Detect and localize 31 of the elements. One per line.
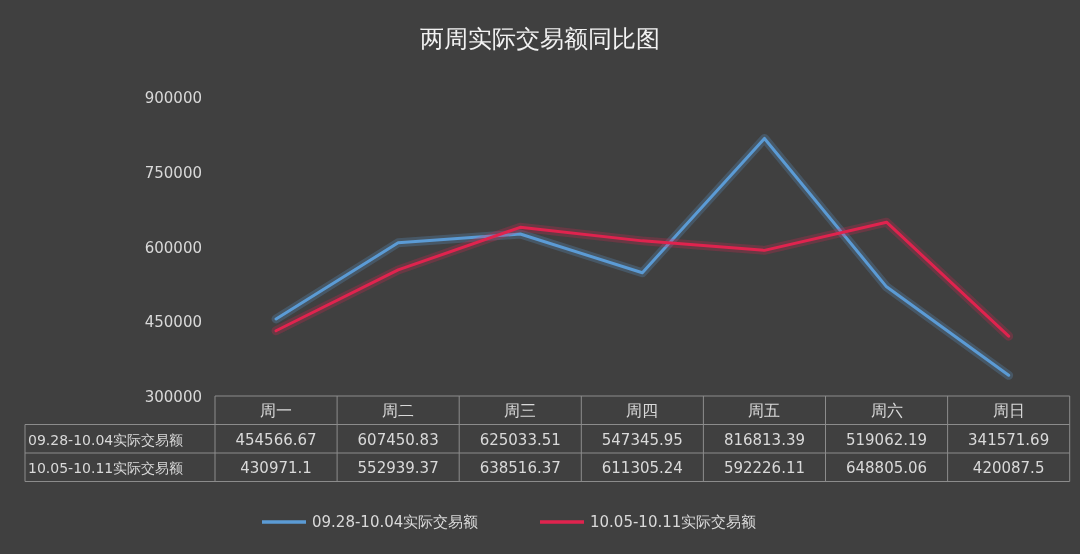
- data-label: 519062.19: [845, 430, 928, 449]
- legend-label: 10.05-10.11实际交易额: [590, 513, 757, 531]
- x-tick-label: 周五: [748, 401, 781, 420]
- data-label: 420087.5: [972, 459, 1045, 477]
- y-tick-label: 600000: [144, 238, 202, 257]
- text: 10.05-10.11实际交易额: [28, 460, 184, 476]
- x-tick-label: 周四: [626, 401, 659, 420]
- legend-label: 09.28-10.04实际交易额: [312, 513, 479, 531]
- data-label: 592226.11: [723, 459, 806, 477]
- x-tick-label: 周日: [992, 401, 1025, 420]
- data-label: 638516.37: [479, 459, 561, 477]
- x-tick-label: 周六: [870, 401, 903, 420]
- chart-title: 两周实际交易额同比图: [420, 25, 660, 53]
- x-tick-label: 周一: [260, 401, 293, 420]
- data-label: 430971.1: [240, 459, 312, 477]
- y-tick-label: 450000: [144, 313, 202, 332]
- data-label: 607450.83: [357, 430, 439, 449]
- data-label: 552939.37: [357, 459, 439, 477]
- x-tick-label: 周三: [504, 401, 537, 420]
- y-tick-label: 900000: [144, 89, 202, 107]
- text: 09.28-10.04实际交易额: [28, 431, 184, 448]
- data-label: 648805.06: [845, 459, 928, 477]
- data-label: 341571.69: [968, 430, 1050, 449]
- data-label: 547345.95: [601, 430, 683, 449]
- data-label: 816813.39: [723, 430, 806, 449]
- data-label: 454566.67: [235, 430, 317, 449]
- y-tick-label: 300000: [144, 388, 202, 406]
- x-tick-label: 周二: [382, 401, 415, 420]
- y-tick-label: 750000: [144, 163, 202, 182]
- data-label: 611305.24: [601, 459, 683, 477]
- data-label: 625033.51: [479, 430, 561, 449]
